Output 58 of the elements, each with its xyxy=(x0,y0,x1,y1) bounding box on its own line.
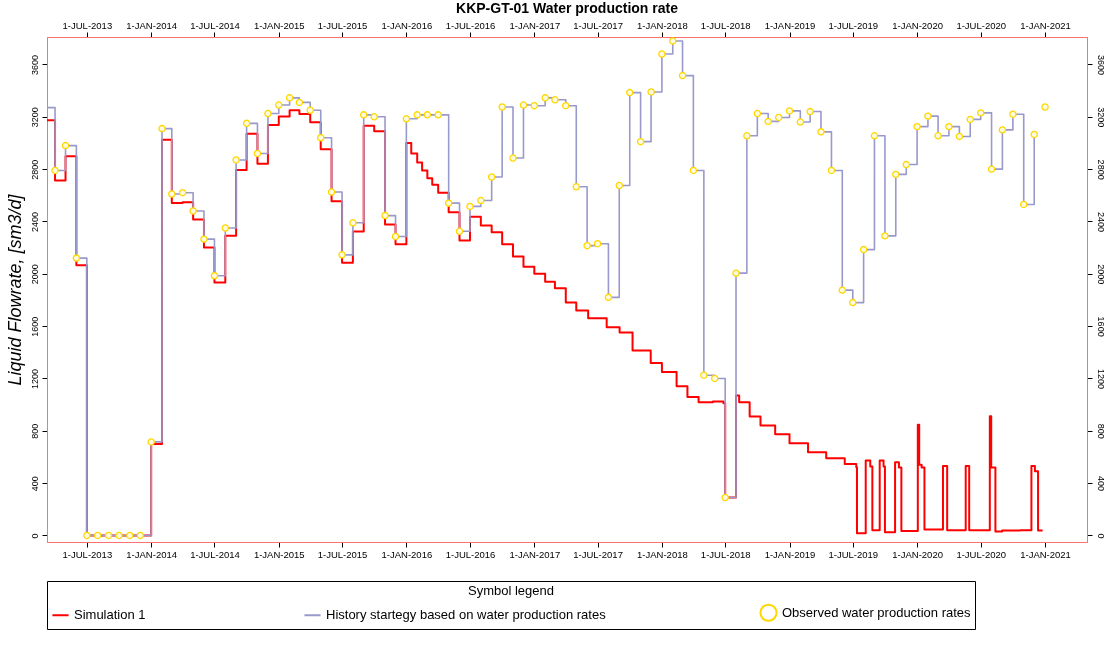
y-tick-label: 1600 xyxy=(29,316,40,337)
x2-tick-label: 1-JUL-2015 xyxy=(317,19,368,31)
x-tick-label: 1-JAN-2014 xyxy=(126,548,178,560)
y-tick-label: 2800 xyxy=(29,159,40,180)
y2-tick-label: 2400 xyxy=(1095,211,1106,232)
y2-tick-label: 400 xyxy=(1095,476,1106,492)
y2-tick-label: 3200 xyxy=(1095,107,1106,128)
x-tick-label: 1-JAN-2016 xyxy=(381,548,433,560)
x2-tick-label: 1-JAN-2020 xyxy=(892,19,943,31)
x2-tick-label: 1-JUL-2013 xyxy=(62,19,113,31)
y-tick-label: 1200 xyxy=(29,368,40,389)
x-tick-label: 1-JAN-2017 xyxy=(509,548,561,560)
x-tick-label: 1-JUL-2015 xyxy=(317,548,368,560)
y-tick-label: 400 xyxy=(29,476,40,492)
y-tick-label: 800 xyxy=(29,423,40,439)
x-tick-label: 1-JUL-2019 xyxy=(828,548,879,560)
legend-title: Symbol legend xyxy=(468,583,554,598)
x-tick-label: 1-JUL-2020 xyxy=(956,548,1007,560)
x2-tick-label: 1-JUL-2019 xyxy=(828,19,879,31)
y-tick-label: 2000 xyxy=(29,264,40,285)
x2-tick-label: 1-JAN-2018 xyxy=(637,19,688,31)
x-tick-label: 1-JUL-2013 xyxy=(62,548,113,560)
y2-tick-label: 3600 xyxy=(1095,54,1106,75)
x2-tick-label: 1-JUL-2017 xyxy=(573,19,623,31)
x2-tick-label: 1-JAN-2016 xyxy=(381,19,433,31)
legend-label: Observed water production rates xyxy=(782,604,972,620)
y-tick-label: 3200 xyxy=(29,107,40,128)
x-tick-label: 1-JAN-2021 xyxy=(1020,548,1071,560)
x2-tick-label: 1-JAN-2019 xyxy=(764,19,816,31)
y2-tick-label: 2800 xyxy=(1095,159,1106,180)
y-tick-label: 2400 xyxy=(29,211,40,232)
x-tick-label: 1-JUL-2016 xyxy=(445,548,496,560)
chart-title: KKP-GT-01 Water production rate xyxy=(456,0,679,16)
x-tick-label: 1-JAN-2019 xyxy=(764,548,816,560)
x2-tick-label: 1-JAN-2021 xyxy=(1020,19,1071,31)
y2-tick-label: 2000 xyxy=(1095,264,1106,285)
y-tick-label: 3600 xyxy=(29,54,40,75)
legend-label: Simulation 1 xyxy=(74,607,146,623)
x-tick-label: 1-JAN-2015 xyxy=(253,548,305,560)
y2-tick-label: 800 xyxy=(1095,423,1106,439)
x-tick-label: 1-JUL-2017 xyxy=(573,548,623,560)
x2-tick-label: 1-JUL-2018 xyxy=(700,19,751,31)
y2-tick-label: 1200 xyxy=(1095,368,1106,389)
x2-tick-label: 1-JUL-2014 xyxy=(190,19,240,31)
x-tick-label: 1-JAN-2020 xyxy=(892,548,943,560)
y-axis-title: Liquid Flowrate, [sm3/d] xyxy=(4,193,25,386)
y2-tick-label: 0 xyxy=(1095,533,1106,539)
legend-label: History startegy based on water production rates xyxy=(326,607,607,623)
y2-tick-label: 1600 xyxy=(1095,316,1106,337)
x2-tick-label: 1-JUL-2020 xyxy=(956,19,1007,31)
x-tick-label: 1-JUL-2014 xyxy=(190,548,240,560)
x2-tick-label: 1-JAN-2015 xyxy=(253,19,305,31)
x-tick-label: 1-JAN-2018 xyxy=(637,548,688,560)
x2-tick-label: 1-JAN-2014 xyxy=(126,19,178,31)
x-tick-label: 1-JUL-2018 xyxy=(700,548,751,560)
x2-tick-label: 1-JAN-2017 xyxy=(509,19,561,31)
y-tick-label: 0 xyxy=(29,533,40,539)
x2-tick-label: 1-JUL-2016 xyxy=(445,19,496,31)
